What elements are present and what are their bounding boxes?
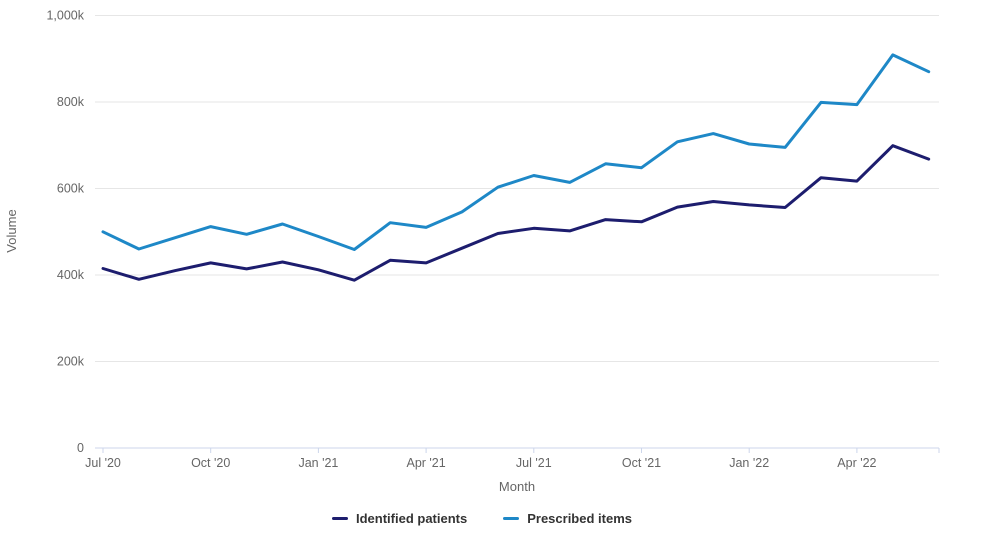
tick-labels: 0 200k 400k 600k 800k 1,000k Jul '20 Oct '20 Jan… — [46, 9, 876, 471]
legend-label-identified-patients: Identified patients — [355, 511, 468, 526]
x-tick-label: Oct '21 — [622, 456, 661, 470]
y-axis-title: Volume — [4, 209, 19, 252]
legend-item-identified-patients[interactable]: Identified patients — [331, 511, 468, 526]
series-line-1 — [101, 53, 931, 251]
x-tick-label: Apr '22 — [837, 456, 876, 470]
series-line-0 — [101, 144, 931, 282]
y-tick-label: 0 — [77, 441, 84, 455]
legend-label-prescribed-items: Prescribed items — [527, 511, 632, 526]
legend-item-prescribed-items[interactable]: Prescribed items — [503, 511, 632, 526]
legend-swatch-prescribed-items — [503, 517, 520, 520]
y-tick-label: 800k — [57, 95, 85, 109]
x-axis-title: Month — [499, 479, 535, 494]
x-tick-label: Jan '21 — [298, 456, 338, 470]
series-lines — [101, 53, 931, 282]
x-tick-label: Oct '20 — [191, 456, 230, 470]
legend-swatch-identified-patients — [331, 517, 348, 520]
legend: Identified patients Prescribed items — [0, 511, 964, 526]
gridlines — [95, 15, 939, 362]
axes — [95, 447, 940, 453]
y-tick-label: 600k — [57, 182, 85, 196]
y-tick-label: 200k — [57, 355, 85, 369]
x-tick-label: Apr '21 — [406, 456, 445, 470]
x-tick-label: Jan '22 — [729, 456, 769, 470]
y-tick-label: 400k — [57, 268, 85, 282]
y-tick-label: 1,000k — [46, 9, 84, 23]
x-tick-label: Jul '21 — [516, 456, 552, 470]
x-tick-label: Jul '20 — [85, 456, 121, 470]
